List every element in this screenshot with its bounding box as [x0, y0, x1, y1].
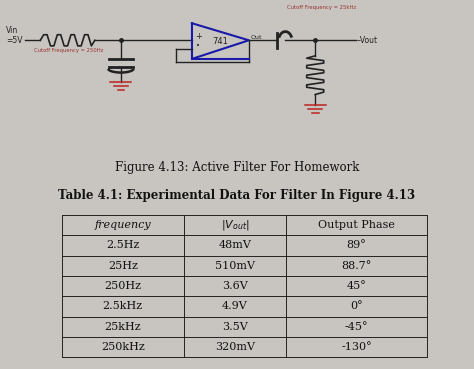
Text: •: • — [196, 43, 200, 49]
Text: Out: Out — [250, 35, 262, 40]
Text: frequency: frequency — [94, 220, 151, 230]
Text: 510mV: 510mV — [215, 261, 255, 271]
Text: 88.7°: 88.7° — [341, 261, 372, 271]
Text: 320mV: 320mV — [215, 342, 255, 352]
Text: 25kHz: 25kHz — [104, 322, 141, 332]
Text: $|V_{out}|$: $|V_{out}|$ — [221, 218, 249, 232]
Text: 3.6V: 3.6V — [222, 281, 248, 291]
Text: 45°: 45° — [346, 281, 366, 291]
Text: 25Hz: 25Hz — [108, 261, 137, 271]
Text: Vin
=5V: Vin =5V — [6, 26, 22, 45]
Text: 0°: 0° — [350, 301, 363, 311]
Text: 3.5V: 3.5V — [222, 322, 248, 332]
Text: 4.9V: 4.9V — [222, 301, 248, 311]
Text: 2.5Hz: 2.5Hz — [106, 240, 139, 251]
Text: Output Phase: Output Phase — [318, 220, 395, 230]
Text: Cutoff Frequency = 250Hz: Cutoff Frequency = 250Hz — [34, 48, 103, 53]
Text: -130°: -130° — [341, 342, 372, 352]
Text: -45°: -45° — [345, 322, 368, 332]
Text: –Vout: –Vout — [357, 36, 378, 45]
Text: 250kHz: 250kHz — [101, 342, 145, 352]
Text: Cutoff Frequency = 25kHz: Cutoff Frequency = 25kHz — [287, 5, 356, 10]
Text: 250Hz: 250Hz — [104, 281, 141, 291]
Text: 89°: 89° — [346, 240, 366, 251]
Text: Table 4.1: Experimental Data For Filter In Figure 4.13: Table 4.1: Experimental Data For Filter … — [58, 189, 416, 202]
Text: 48mV: 48mV — [219, 240, 251, 251]
Text: 741: 741 — [212, 37, 228, 46]
Text: +: + — [195, 32, 201, 41]
Text: 2.5kHz: 2.5kHz — [103, 301, 143, 311]
Text: Figure 4.13: Active Filter For Homework: Figure 4.13: Active Filter For Homework — [115, 161, 359, 175]
